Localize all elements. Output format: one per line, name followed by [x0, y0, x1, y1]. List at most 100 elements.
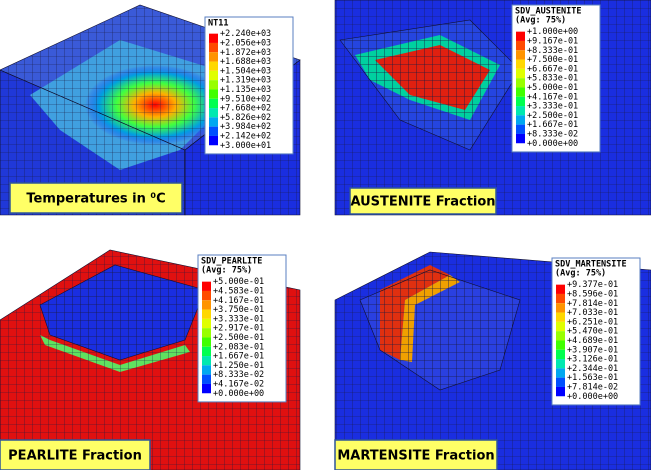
legend-label: +8.333e-02: [213, 370, 264, 380]
color-bin: [202, 300, 211, 310]
legend-label: +7.500e-01: [527, 55, 578, 65]
color-bin: [202, 328, 211, 338]
color-bin: [209, 108, 218, 118]
legend-subtitle: (Avg: 75%): [515, 16, 566, 26]
legend-label: +1.250e-01: [213, 361, 264, 371]
legend-label: +1.135e+03: [220, 85, 271, 95]
legend-label: +6.251e-01: [567, 317, 618, 327]
legend-title: SDV_MARTENSITE: [555, 260, 627, 270]
color-bin: [556, 368, 565, 378]
legend-label: +7.814e-01: [567, 299, 618, 309]
legend-label: +4.167e-02: [213, 379, 264, 389]
color-bin: [516, 96, 525, 107]
legend-label: +5.470e-01: [567, 327, 618, 337]
caption: MARTENSITE Fraction: [337, 449, 494, 464]
legend-label: +5.000e-01: [213, 277, 264, 287]
color-bin: [516, 133, 525, 144]
color-bin: [516, 115, 525, 125]
legend-label: +0.000e+00: [527, 139, 578, 149]
color-bin: [516, 106, 525, 116]
legend-label: +6.667e-01: [527, 64, 578, 74]
color-bin: [209, 70, 218, 81]
legend-label: +4.167e-01: [527, 92, 578, 102]
color-bin: [209, 52, 218, 62]
legend-label: +7.814e-02: [567, 382, 618, 392]
legend-subtitle: (Avg: 75%): [555, 269, 606, 279]
legend-label: +8.596e-01: [567, 289, 618, 299]
legend-label: +2.500e-01: [213, 333, 264, 343]
legend-label: +3.750e-01: [213, 305, 264, 315]
legend-label: +1.667e-01: [527, 120, 578, 130]
legend-box: [197, 254, 287, 403]
panel: SDV_AUSTENITE(Avg: 75%)+1.000e+00+9.167e…: [334, 0, 651, 216]
panel: NT11+2.240e+03+2.056e+03+1.872e+03+1.688…: [0, 4, 301, 216]
legend-label: +1.563e-01: [567, 373, 618, 383]
color-bin: [209, 61, 218, 71]
mesh-grid: [39, 264, 206, 361]
color-bin: [209, 80, 218, 90]
legend-label: +2.142e+02: [220, 131, 271, 141]
caption-box: [9, 182, 183, 214]
color-bin: [516, 87, 525, 97]
color-bin: [556, 293, 565, 304]
panel: SDV_PEARLITE(Avg: 75%)+5.000e-01+4.583e-…: [0, 249, 301, 470]
legend-label: +3.000e+01: [220, 141, 271, 151]
legend-subtitle: (Avg: 75%): [201, 266, 252, 276]
color-bin: [516, 59, 525, 69]
color-bin: [516, 78, 525, 88]
legend-label: +3.333e-01: [527, 102, 578, 112]
legend-label: +1.000e+00: [527, 27, 578, 37]
mesh-grid: [359, 269, 521, 391]
panel: SDV_MARTENSITE(Avg: 75%)+9.377e-01+8.596…: [334, 251, 651, 470]
color-bin: [556, 386, 565, 397]
legend-label: +3.126e-01: [567, 355, 618, 365]
legend-label: +1.667e-01: [213, 352, 264, 362]
color-bin: [556, 377, 565, 387]
legend-label: +2.083e-01: [213, 342, 264, 352]
legend-label: +2.056e+03: [220, 38, 271, 48]
legend-label: +2.344e-01: [567, 364, 618, 374]
color-bin: [516, 68, 525, 79]
color-bin: [202, 383, 211, 394]
legend-label: +1.872e+03: [220, 48, 271, 58]
legend-label: +8.333e-02: [527, 129, 578, 139]
legend-label: +3.907e-01: [567, 345, 618, 355]
legend-label: +7.668e+02: [220, 104, 271, 114]
caption: PEARLITE Fraction: [8, 449, 142, 464]
legend-box: [511, 4, 601, 153]
legend-label: +4.583e-01: [213, 286, 264, 296]
legend-label: +3.333e-01: [213, 314, 264, 324]
legend-label: +5.000e-01: [527, 83, 578, 93]
color-bin: [556, 303, 565, 313]
color-bin: [516, 31, 525, 41]
legend-title: SDV_PEARLITE: [201, 257, 262, 267]
color-bin: [209, 89, 218, 99]
legend-label: +9.377e-01: [567, 280, 618, 290]
legend-label: +4.689e-01: [567, 336, 618, 346]
mesh-grid: [339, 19, 521, 151]
caption-box: [0, 439, 151, 470]
color-bin: [209, 126, 218, 136]
color-bin: [516, 40, 525, 51]
legend-label: +0.000e+00: [213, 389, 264, 399]
legend-label: +8.333e-01: [527, 46, 578, 56]
color-bin: [202, 290, 211, 301]
color-bin: [202, 365, 211, 375]
legend-label: +4.167e-01: [213, 296, 264, 306]
color-bin: [556, 312, 565, 322]
legend-label: +1.688e+03: [220, 57, 271, 67]
color-bin: [209, 33, 218, 43]
color-bin: [202, 356, 211, 366]
color-bin: [202, 309, 211, 319]
legend-label: +5.833e-01: [527, 74, 578, 84]
mesh-grid: [0, 69, 186, 216]
color-bin: [202, 346, 211, 357]
color-bin: [202, 374, 211, 384]
legend-title: SDV_AUSTENITE: [515, 7, 582, 17]
legend-label: +9.167e-01: [527, 36, 578, 46]
caption: Temperatures in ⁰C: [26, 192, 165, 207]
color-bin: [516, 50, 525, 60]
color-bin: [209, 135, 218, 146]
legend-label: +2.240e+03: [220, 29, 271, 39]
legend-label: +3.984e+02: [220, 122, 271, 132]
